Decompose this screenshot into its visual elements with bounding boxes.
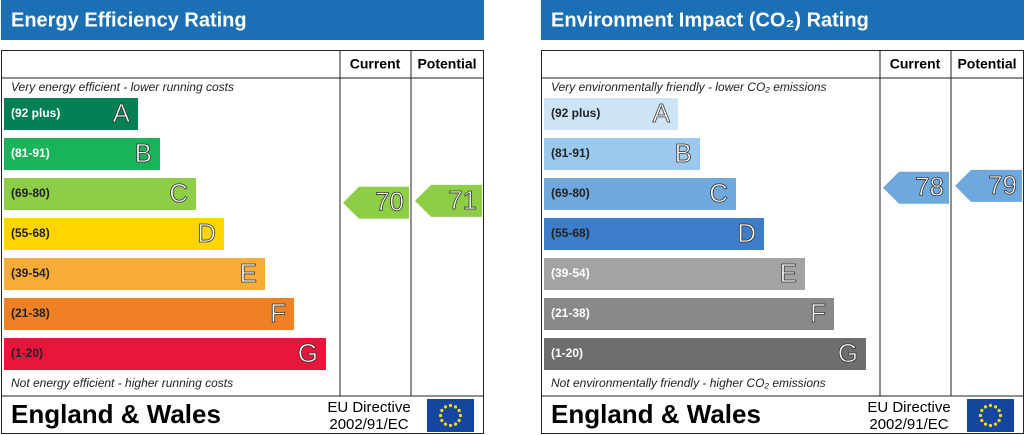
band-range: (39-54) (11, 266, 50, 280)
panel: Environment Impact (CO₂) Rating Current Po… (541, 0, 1024, 434)
band-range: (21-38) (551, 306, 590, 320)
band-bar (544, 338, 866, 370)
band-range: (92 plus) (11, 106, 60, 120)
header-potential: Potential (417, 56, 476, 72)
eu-star (453, 422, 458, 426)
bottom-note: Not environmentally friendly - higher CO… (551, 376, 826, 390)
eu-star (448, 423, 453, 428)
eu-star (457, 408, 461, 413)
footer-code: 2002/91/EC (329, 416, 408, 433)
band-range: (81-91) (11, 146, 50, 160)
band-range: (55-68) (11, 226, 50, 240)
eu-star (458, 413, 463, 418)
eu-star (988, 403, 993, 408)
band-bar (4, 338, 326, 370)
band-bar (4, 258, 265, 290)
band-letter: B (135, 138, 152, 168)
eu-star (988, 423, 993, 428)
band-bar (4, 218, 224, 250)
eu-star (997, 408, 1001, 413)
band-range: (1-20) (551, 346, 583, 360)
eu-star (980, 408, 984, 413)
footer-region: England & Wales (551, 399, 761, 429)
panel: Energy Efficiency Rating Current Potential… (1, 0, 484, 434)
band-bar (544, 258, 805, 290)
top-note: Very environmentally friendly - lower CO… (551, 80, 827, 94)
band-letter: C (709, 178, 728, 208)
eu-star (453, 405, 458, 409)
band-bar (544, 218, 764, 250)
band-letter: E (240, 258, 257, 288)
band-letter: B (675, 138, 692, 168)
rating-arrow (955, 169, 1022, 202)
top-note: Very energy efficient - lower running co… (11, 80, 234, 94)
band-letter: G (298, 338, 318, 368)
band-bar (544, 178, 736, 210)
band-range: (39-54) (551, 266, 590, 280)
band-letter: D (737, 218, 756, 248)
bottom-note: Not energy efficient - higher running co… (11, 376, 233, 390)
band-bar (544, 138, 700, 170)
footer-directive: EU Directive (867, 399, 950, 416)
eu-star (983, 422, 988, 426)
band-range: (55-68) (551, 226, 590, 240)
band-letter: A (653, 98, 671, 128)
eu-star (443, 422, 448, 426)
header-current: Current (350, 56, 401, 72)
band-bar (4, 138, 160, 170)
band-bar (544, 98, 678, 130)
eu-star (457, 418, 461, 423)
rating-value: 79 (988, 170, 1017, 200)
band-letter: C (169, 178, 188, 208)
eu-star (993, 422, 998, 426)
header-potential: Potential (957, 56, 1016, 72)
band-letter: D (197, 218, 216, 248)
footer-code: 2002/91/EC (869, 416, 948, 433)
eu-star (438, 413, 443, 418)
band-letter: A (113, 98, 131, 128)
band-letter: F (810, 298, 826, 328)
header-current: Current (890, 56, 941, 72)
band-bar (544, 298, 834, 330)
footer-directive: EU Directive (327, 399, 410, 416)
band-range: (92 plus) (551, 106, 600, 120)
band-range: (81-91) (551, 146, 590, 160)
band-letter: F (270, 298, 286, 328)
rating-value: 70 (375, 187, 404, 217)
band-range: (69-80) (11, 186, 50, 200)
eu-star (440, 408, 444, 413)
band-bar (4, 298, 294, 330)
eu-star (440, 418, 444, 423)
eu-star (443, 405, 448, 409)
eu-star (448, 403, 453, 408)
title-bar (541, 0, 1024, 40)
rating-value: 71 (448, 185, 477, 215)
eu-star (978, 413, 983, 418)
panel-title: Energy Efficiency Rating (11, 9, 247, 31)
footer-region: England & Wales (11, 399, 221, 429)
rating-arrow (883, 171, 949, 204)
rating-value: 78 (915, 172, 944, 202)
band-range: (69-80) (551, 186, 590, 200)
eu-star (993, 405, 998, 409)
eu-star (997, 418, 1001, 423)
rating-arrow (415, 184, 482, 217)
rating-arrow (343, 186, 409, 219)
band-range: (1-20) (11, 346, 43, 360)
eu-star (998, 413, 1003, 418)
band-letter: G (838, 338, 858, 368)
band-letter: E (780, 258, 797, 288)
band-range: (21-38) (11, 306, 50, 320)
band-bar (4, 98, 138, 130)
frame (1, 50, 484, 434)
eu-star (980, 418, 984, 423)
panel-title: Environment Impact (CO₂) Rating (551, 9, 869, 31)
band-bar (4, 178, 196, 210)
title-bar (1, 0, 484, 40)
eu-star (983, 405, 988, 409)
